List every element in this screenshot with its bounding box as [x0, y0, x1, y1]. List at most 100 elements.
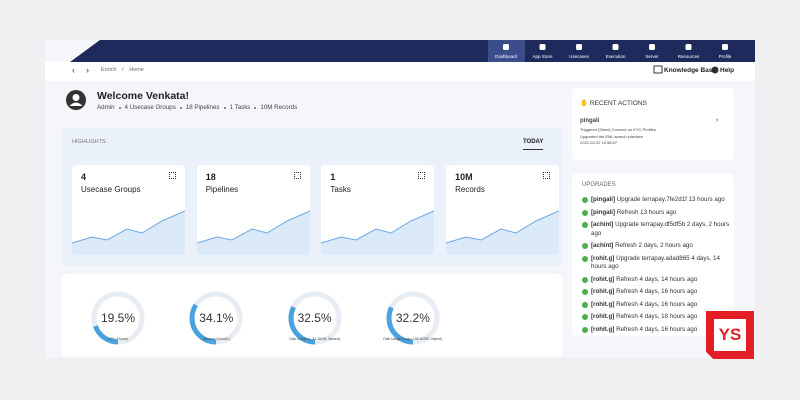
upgrade-text: [rohit.g] Upgrade terrapay.adad865 4 day… [591, 255, 730, 272]
help-link[interactable]: Help [720, 67, 735, 74]
action-line: Upgraded the EML search interface [580, 133, 643, 139]
gauge-label: 34.1% [199, 311, 234, 325]
card-label: Pipelines [205, 185, 239, 194]
card-icon [293, 172, 301, 179]
crumb-sep: / [122, 67, 124, 73]
gauge-caption: Memory (Used/L) [202, 337, 230, 341]
check-icon [582, 326, 588, 333]
nav-item[interactable]: App Store [532, 54, 553, 59]
sparkline-area [196, 211, 310, 255]
upgrade-desc: Refresh 4 days, 14 hours ago [616, 275, 698, 283]
nav-icon [612, 44, 619, 50]
upgrade-desc: Refresh 13 hours ago [616, 208, 677, 216]
upgrade-desc: Upgrade terrapay.adad865 4 days, 14 hour… [591, 254, 720, 271]
highlight-card[interactable]: 18 Pipelines [196, 165, 310, 255]
meta-item: 1 Tasks [229, 104, 251, 111]
gauge [189, 291, 243, 345]
back-arrow[interactable]: ‹ [72, 65, 75, 75]
crumb[interactable]: Enrich [101, 67, 117, 73]
upgrade-user: [rohit.g] [591, 325, 615, 333]
sparkline-line [321, 210, 435, 244]
kb-link[interactable]: Knowledge Base [664, 67, 717, 74]
upgrade-desc: Refresh 4 days, 16 hours ago [616, 300, 698, 308]
card-icon [418, 172, 426, 179]
check-icon [582, 276, 588, 283]
upgrade-desc: Upgrade terrapay.7fe2d1f 13 hours ago [616, 196, 725, 203]
nav-icon [685, 44, 692, 50]
nav-item[interactable]: Resources [678, 54, 700, 59]
upgrade-item: [pingali] Refresh 13 hours ago [582, 209, 730, 218]
nav-item[interactable]: Server [645, 54, 659, 59]
logo: YS [714, 319, 746, 351]
nav-item[interactable]: Usecases [569, 54, 590, 59]
upgrade-item: [achint] Refresh 2 days, 2 hours ago [582, 242, 730, 251]
meta-dot [179, 106, 182, 109]
card-value: 1 [330, 172, 336, 182]
card-value: 10M [455, 172, 473, 182]
upgrade-item: [pingali] Upgrade terrapay.7fe2d1f 13 ho… [582, 196, 730, 205]
check-icon [582, 197, 588, 203]
check-icon [582, 314, 588, 320]
highlight-card[interactable]: 10M Records [446, 165, 560, 255]
meta-item: 4 Usecase Groups [124, 104, 176, 111]
tab[interactable]: TODAY [523, 139, 544, 150]
nav-active-bg [488, 40, 525, 62]
nav-icon [503, 44, 509, 50]
action-chevron[interactable]: › [716, 117, 719, 124]
sparkline [196, 210, 310, 255]
upgrade-desc: Refresh 4 days, 16 hours ago [616, 288, 698, 295]
gauge-arc [91, 291, 145, 345]
recent-actions-title-text: RECENT ACTIONS [589, 100, 647, 107]
upgrade-user: [rohit.g] [591, 313, 615, 320]
upgrades-title: UPGRADES [582, 182, 616, 188]
upgrade-text: [pingali] Refresh 13 hours ago [591, 209, 676, 218]
recent-actions-title: ✋ RECENT ACTIONS [580, 100, 647, 107]
sparkline-line [196, 210, 310, 244]
meta-item: 10M Records [260, 104, 298, 111]
check-icon [582, 209, 588, 216]
nav-item[interactable]: Profile [719, 54, 732, 59]
sparkline-line [446, 210, 560, 244]
upgrade-text: [rohit.g] Refresh 4 days, 16 hours ago [591, 288, 697, 297]
nav-item[interactable]: Execution [606, 54, 626, 59]
meta-dot [118, 106, 121, 109]
upgrade-user: [achint] [591, 242, 614, 249]
gauge-caption: Disk Usage (Logs, 106.62GB, Valued) [383, 337, 443, 341]
gauge-label: 19.5% [100, 311, 136, 325]
sparkline [321, 210, 435, 255]
gauge [386, 291, 440, 345]
upgrade-user: [achint] [591, 221, 614, 228]
gauge-arc [386, 291, 440, 345]
top-bar [70, 40, 755, 62]
check-icon [582, 255, 588, 262]
gauge [288, 291, 342, 345]
upgrade-text: [rohit.g] Refresh 4 days, 18 hours ago [591, 313, 697, 322]
forward-arrow[interactable]: › [86, 65, 89, 75]
highlight-card[interactable]: 4 Usecase Groups [72, 165, 185, 255]
meta-item: 18 Pipelines [185, 104, 220, 111]
sparkline [446, 210, 560, 255]
upgrade-text: [rohit.g] Refresh 4 days, 14 hours ago [591, 276, 697, 285]
breadcrumb-bar [45, 62, 755, 81]
upgrade-text: [achint] Refresh 2 days, 2 hours ago [591, 242, 693, 251]
upgrade-user: [pingali] [591, 208, 616, 216]
upgrade-item: [rohit.g] Refresh 4 days, 14 hours ago [582, 276, 730, 285]
action-item[interactable]: pingali Triggered [Shine] Connect on KYC… [580, 118, 726, 147]
crumb[interactable]: Home [129, 67, 144, 73]
action-line: Triggered [Shine] Connect on KYC Profile… [580, 127, 656, 132]
highlight-card[interactable]: 1 Tasks [321, 165, 435, 255]
upgrade-user: [rohit.g] [591, 288, 615, 295]
check-icon [582, 243, 588, 249]
upgrade-user: [rohit.g] [591, 275, 615, 283]
recent-actions-panel [572, 88, 734, 160]
sparkline-area [446, 211, 560, 255]
upgrade-text: [rohit.g] Refresh 4 days, 16 hours ago [591, 301, 697, 310]
meta-item: Admin [97, 104, 115, 111]
upgrades-list: [pingali] Upgrade terrapay.7fe2d1f 13 ho… [582, 196, 730, 338]
nav-item[interactable]: Dashboard [495, 54, 518, 59]
card-label: Records [455, 185, 485, 194]
upgrade-user: [pingali] [591, 196, 616, 203]
nav-icon [722, 44, 728, 50]
sparkline [72, 210, 185, 255]
